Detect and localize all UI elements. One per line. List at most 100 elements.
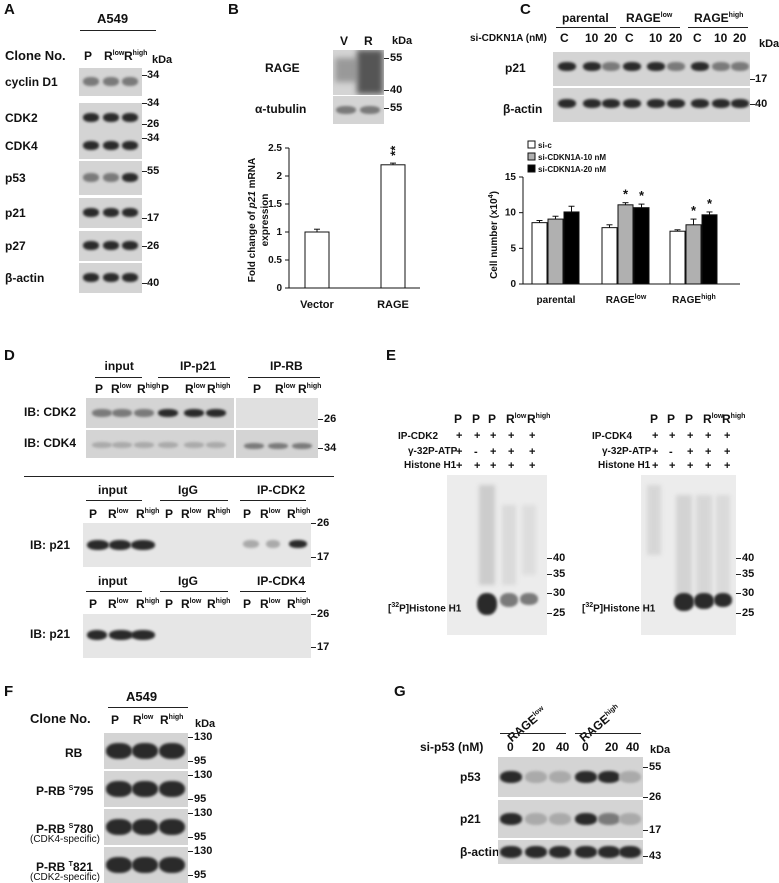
band-a-4-1 xyxy=(103,208,119,217)
e-cdk4-hist-sign-0: + xyxy=(652,460,659,472)
chart-b-sig: ** xyxy=(387,145,402,156)
lane-f-0: P xyxy=(111,712,119,726)
row-d-top-1: IB: CDK4 xyxy=(24,436,77,450)
band-d-p21-in-0 xyxy=(87,540,109,550)
chart-c-sig-2-1: * xyxy=(639,188,645,203)
band-a-4-0 xyxy=(83,208,99,217)
lane-d-b2-6-letter: P xyxy=(243,597,252,611)
lane-label-a-0-letter: P xyxy=(84,49,93,63)
band-g-1-0 xyxy=(500,813,522,825)
band-d-p21-in-1 xyxy=(109,540,131,550)
mw-a-6-0: 40 xyxy=(147,277,160,289)
chart-c-bar-1-2 xyxy=(685,224,702,285)
e-cdk4-lane-1-letter: P xyxy=(667,412,676,426)
band-c-actin-0 xyxy=(558,99,576,108)
blot-a-2 xyxy=(79,133,142,159)
row-f-site-2: 780 xyxy=(73,822,94,836)
lane-d-top-8-sup: high xyxy=(306,383,322,390)
divider-d xyxy=(24,476,334,477)
row-label-a-4: p21 xyxy=(5,206,26,220)
e-cdk2-ip: IP-CDK2 xyxy=(398,431,439,442)
cell-line-f: A549 xyxy=(126,689,158,704)
mw-f-2-1: 95 xyxy=(194,831,207,843)
band-a-1-0 xyxy=(83,113,99,122)
e-cdk2-lane-2-letter: P xyxy=(488,412,497,426)
e-cdk4-lane-4: Rhigh xyxy=(722,411,745,425)
e-cdk2-hist-sign-4: + xyxy=(529,460,536,472)
mw-tick xyxy=(547,558,552,559)
conc-c-1: 10 xyxy=(585,31,599,45)
e-cdk2-smear-2 xyxy=(522,505,536,575)
band-c-actin-5 xyxy=(667,99,685,108)
group-c-sup-2: high xyxy=(728,12,744,19)
mw-f-1-0: 130 xyxy=(194,769,213,781)
lane-label-a-1-sup: low xyxy=(112,50,125,57)
blot-g-1 xyxy=(498,800,643,838)
chart-c-legend-label-2: si-CDKN1A-20 nM xyxy=(538,165,606,174)
e-cdk2-bl-pre: [ xyxy=(388,603,392,615)
band-a-3-1 xyxy=(103,173,119,182)
row-f-site-1: 795 xyxy=(73,784,94,798)
conc-c-7: 10 xyxy=(714,31,728,45)
blot-d-cdk4 xyxy=(86,430,234,458)
lane-d-top-5-letter: R xyxy=(207,382,216,396)
mw-tick xyxy=(142,171,147,172)
e-cdk4-ip-sign-1: + xyxy=(669,430,676,442)
chart-c-sig-1-1: * xyxy=(623,187,629,202)
mw-a-0-0: 34 xyxy=(147,69,160,81)
panel-label-e: E xyxy=(386,347,397,364)
e-cdk2-atp-sign-0: + xyxy=(456,446,463,458)
e-cdk2-hist-sign-2: + xyxy=(490,460,497,472)
mw-tick xyxy=(318,448,323,449)
band-a-3-0 xyxy=(83,173,99,182)
e-cdk2-lane-4-letter: R xyxy=(527,412,536,426)
blot-a-0 xyxy=(79,68,142,96)
lane-d-top-3-letter: P xyxy=(161,382,170,396)
e-cdk2-lane-4-sup: high xyxy=(535,413,551,420)
chart-c-legend-label-1: si-CDKN1A-10 nM xyxy=(538,153,606,162)
mw-f-1-1: 95 xyxy=(194,793,207,805)
group-c-sup-1: low xyxy=(660,12,673,19)
band-g-2-5 xyxy=(619,846,641,858)
lane-f-2: Rhigh xyxy=(160,712,183,726)
lane-d-top-3: P xyxy=(161,381,169,395)
e-cdk2-bl-iso: 32 xyxy=(391,602,400,609)
band-a-6-0 xyxy=(83,273,99,282)
band-g-1-2 xyxy=(549,813,571,825)
band-c-actin-8 xyxy=(731,99,749,108)
band-g-2-3 xyxy=(575,846,597,858)
lane-d-b1-1-sup: low xyxy=(116,508,129,515)
band-d-cdk4-2 xyxy=(134,442,154,448)
row-d-b2: IB: p21 xyxy=(30,627,71,641)
lane-d-b1-3-letter: P xyxy=(165,507,174,521)
lane-d-b2-4-letter: R xyxy=(181,597,190,611)
mw-g-1: 17 xyxy=(649,824,662,836)
e-cdk2-smear-1 xyxy=(502,505,516,585)
mw-d-b2-1: 17 xyxy=(317,641,330,653)
e-cdk2-atp-sign-4: + xyxy=(529,446,536,458)
chart-c-ytick-label: 5 xyxy=(510,243,516,254)
e-cdk2-ip-sign-4: + xyxy=(529,430,536,442)
row-label-a-0: cyclin D1 xyxy=(5,75,58,89)
mw-tick xyxy=(736,613,741,614)
group-g-1: RAGEhigh xyxy=(576,701,623,745)
band-c-p21-8 xyxy=(731,62,749,71)
e-cdk2-h1-band-1 xyxy=(500,593,518,607)
group-g-sup-0: low xyxy=(531,705,546,718)
e-cdk4-lane-2-letter: P xyxy=(685,412,694,426)
band-c-p21-6 xyxy=(691,62,709,71)
underline-g-0 xyxy=(500,733,566,734)
blot-a-3 xyxy=(79,161,142,195)
e-cdk2-lane-3: Rlow xyxy=(506,411,526,425)
lane-d-top-2-letter: R xyxy=(137,382,146,396)
lane-d-b1-7-letter: R xyxy=(260,507,269,521)
mw-tick xyxy=(188,837,193,838)
mw-tick xyxy=(188,799,193,800)
mw-d-top-0: 26 xyxy=(324,413,337,425)
chart-b-ylabel-2: expression xyxy=(260,194,271,247)
e-cdk4-bl-post: P]Histone H1 xyxy=(593,603,656,615)
lane-d-top-1-sup: low xyxy=(119,383,132,390)
band-c-p21-5 xyxy=(667,62,685,71)
underline-c-0 xyxy=(556,27,616,28)
group-d-b2-2: IP-CDK4 xyxy=(257,574,306,588)
